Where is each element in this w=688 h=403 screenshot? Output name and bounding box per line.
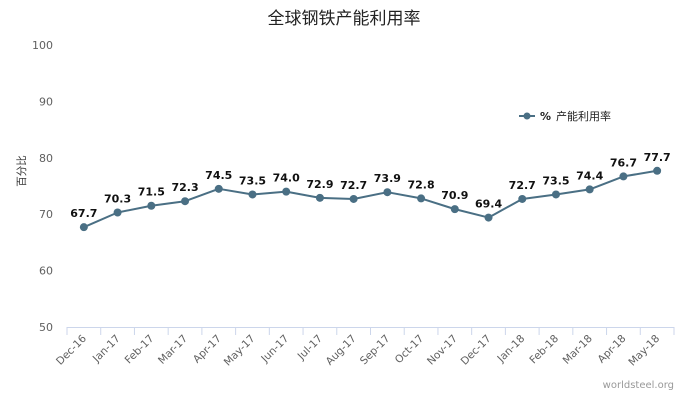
data-label: 74.5	[205, 169, 232, 182]
y-tick-label: 100	[32, 39, 53, 52]
data-label: 74.0	[273, 172, 300, 185]
y-tick-label: 60	[39, 265, 53, 278]
x-tick-label: Apr-17	[191, 333, 224, 366]
data-label: 72.7	[340, 179, 367, 192]
x-tick-label: Sep-17	[358, 333, 393, 368]
data-point[interactable]	[147, 201, 156, 210]
data-label: 70.9	[441, 189, 468, 202]
data-point[interactable]	[383, 188, 392, 197]
legend-prefix: %	[540, 110, 551, 123]
data-label: 73.5	[239, 174, 266, 187]
data-label: 74.4	[576, 169, 603, 182]
data-point[interactable]	[653, 166, 662, 175]
x-tick-label: Mar-17	[156, 333, 190, 367]
legend-series-name: 产能利用率	[556, 109, 611, 123]
series-layer: 67.7 70.3 71.5 72.3 74.5 73.5 74.0 72.9 72.7 73.9…	[70, 151, 671, 232]
x-tick-label: Dec-16	[54, 332, 89, 367]
x-tick-label: Jun-17	[258, 333, 291, 366]
data-point[interactable]	[248, 190, 257, 199]
x-tick-label: Jan-17	[90, 333, 123, 366]
legend[interactable]: % 产能利用率	[519, 109, 611, 123]
data-label: 72.8	[408, 178, 435, 191]
data-point[interactable]	[214, 184, 223, 193]
y-tick-label: 70	[39, 208, 53, 221]
y-axis-label: 百分比	[15, 155, 28, 187]
data-label: 73.9	[374, 172, 401, 185]
data-label: 67.7	[70, 207, 97, 220]
x-tick-label: Dec-17	[459, 333, 494, 368]
data-label: 72.9	[306, 178, 333, 191]
y-tick-label: 90	[39, 95, 53, 108]
series-line	[83, 169, 658, 229]
y-tick-label: 50	[39, 321, 53, 334]
data-point[interactable]	[585, 185, 594, 194]
data-point[interactable]	[113, 208, 122, 217]
x-tick-label: Apr-18	[596, 333, 629, 366]
legend-point-marker	[523, 112, 531, 120]
x-tick-label: Nov-17	[425, 333, 460, 368]
data-point[interactable]	[349, 194, 358, 203]
data-point[interactable]	[450, 205, 459, 214]
data-label: 71.5	[138, 186, 165, 199]
data-label: 72.3	[171, 181, 198, 194]
x-tick-label: May-17	[222, 333, 258, 369]
data-point[interactable]	[417, 194, 426, 203]
data-label: 77.7	[644, 151, 671, 164]
chart-title: 全球钢铁产能利用率	[268, 9, 421, 29]
data-point[interactable]	[619, 172, 628, 181]
data-point[interactable]	[484, 213, 493, 222]
y-axis: 50 60 70 80 90 100	[32, 39, 53, 334]
data-label: 73.5	[542, 174, 569, 187]
data-label: 69.4	[475, 198, 502, 211]
x-tick-label: Mar-18	[561, 333, 595, 367]
credit-text[interactable]: worldsteel.org	[603, 380, 674, 391]
data-label: 70.3	[104, 193, 131, 206]
data-point[interactable]	[79, 223, 88, 232]
x-tick-label: Oct-17	[393, 333, 426, 366]
data-point[interactable]	[181, 197, 190, 206]
x-tick-label: Feb-17	[123, 333, 157, 367]
x-tick-label: Jan-18	[495, 333, 528, 366]
data-label: 72.7	[509, 179, 536, 192]
data-point[interactable]	[551, 190, 560, 199]
x-tick-label: May-18	[626, 333, 662, 369]
x-tick-label: Jul-17	[295, 333, 325, 363]
y-tick-label: 80	[39, 152, 53, 165]
data-point[interactable]	[518, 194, 527, 203]
x-tick-label: Feb-18	[527, 333, 561, 367]
data-point[interactable]	[282, 187, 291, 196]
x-tick-label: Aug-17	[324, 333, 359, 368]
data-point[interactable]	[315, 193, 324, 202]
data-label: 76.7	[610, 156, 637, 169]
